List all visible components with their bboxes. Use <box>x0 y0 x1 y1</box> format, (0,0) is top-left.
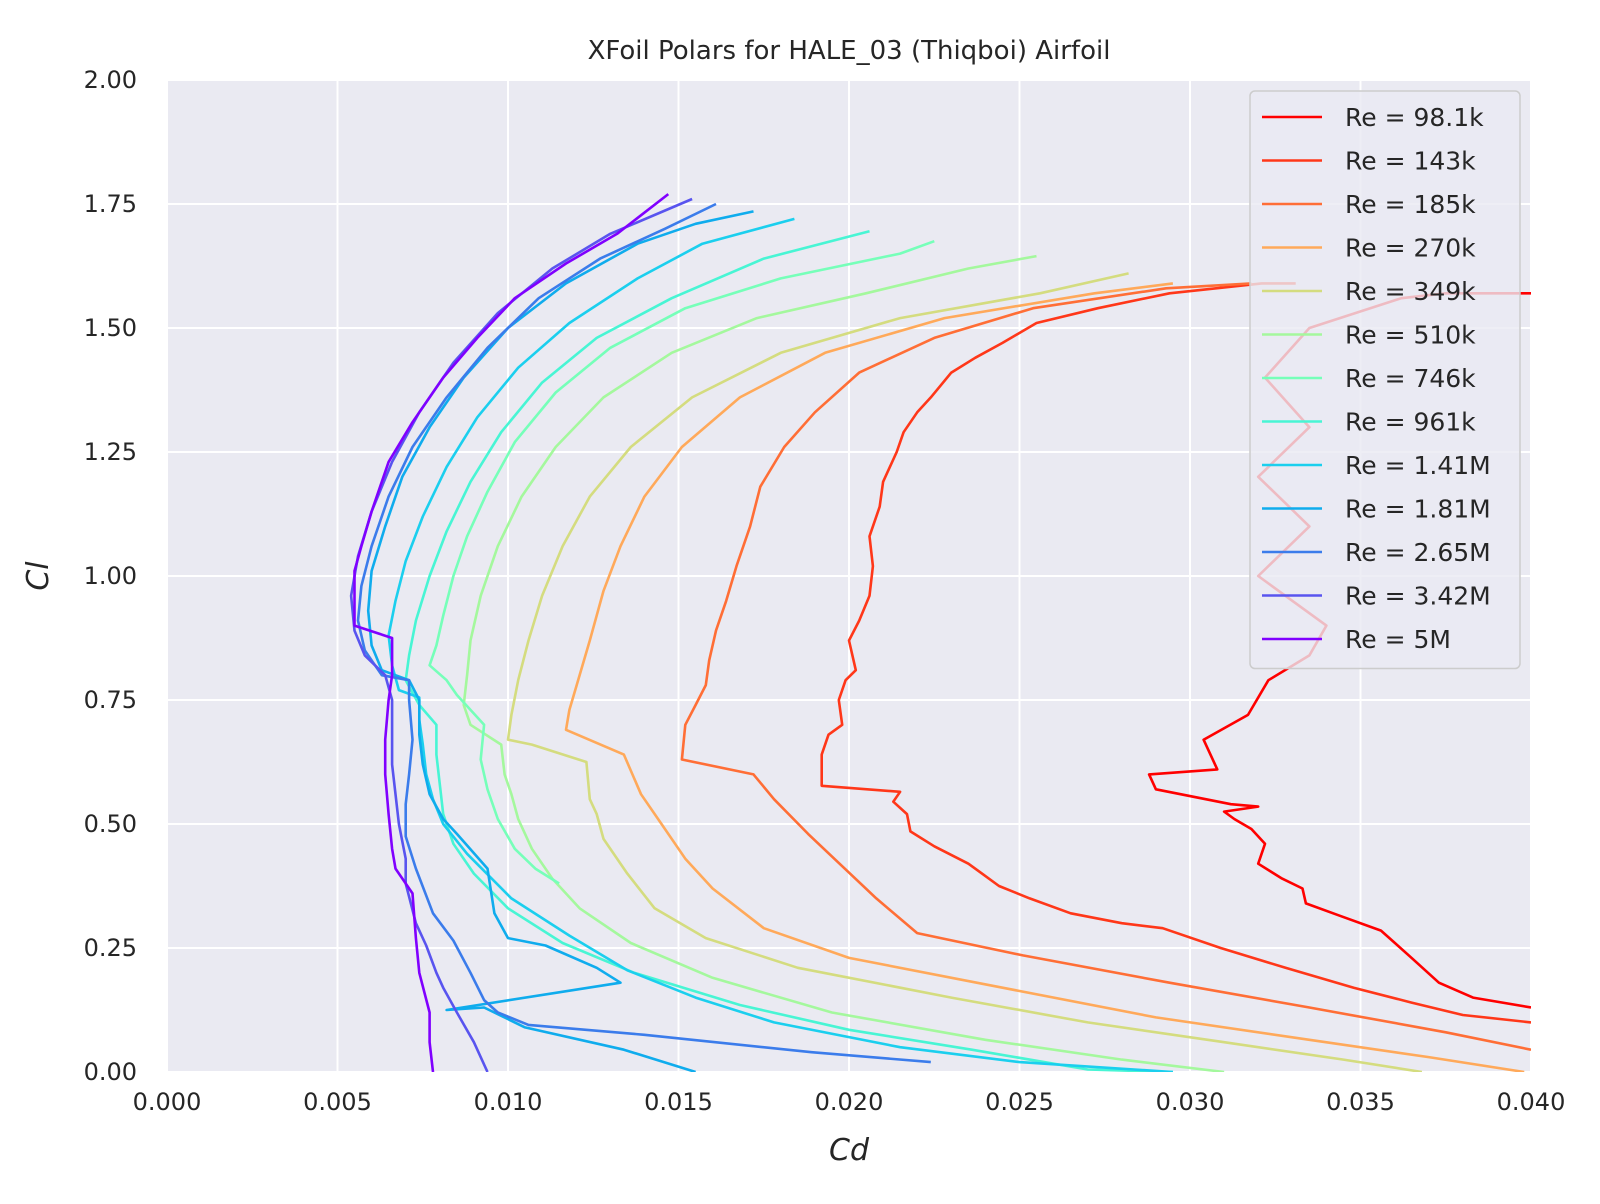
legend-label: Re = 185k <box>1345 190 1476 219</box>
x-tick-label: 0.030 <box>1156 1088 1225 1116</box>
y-tick-label: 1.75 <box>84 190 137 218</box>
y-tick-label: 1.00 <box>84 562 137 590</box>
x-tick-label: 0.020 <box>815 1088 884 1116</box>
x-tick-label: 0.015 <box>644 1088 713 1116</box>
y-tick-label: 2.00 <box>84 66 137 94</box>
y-axis-label: Cl <box>21 561 56 591</box>
x-tick-label: 0.000 <box>133 1088 202 1116</box>
series-line-5 <box>462 254 1225 1072</box>
x-tick-label: 0.040 <box>1497 1088 1566 1116</box>
x-tick-label: 0.025 <box>985 1088 1054 1116</box>
series-line-2 <box>680 282 1531 1051</box>
legend-label: Re = 98.1k <box>1345 103 1484 132</box>
legend-label: Re = 3.42M <box>1345 582 1491 611</box>
y-tick-label: 0.00 <box>84 1058 137 1086</box>
legend-label: Re = 2.65M <box>1345 538 1491 567</box>
legend-label: Re = 143k <box>1345 147 1476 176</box>
x-tick-label: 0.035 <box>1326 1088 1395 1116</box>
chart-title: XFoil Polars for HALE_03 (Thiqboi) Airfo… <box>588 36 1111 66</box>
legend-label: Re = 1.41M <box>1345 451 1491 480</box>
y-tick-label: 1.25 <box>84 438 137 466</box>
series-layer <box>349 193 1531 1072</box>
legend-label: Re = 1.81M <box>1345 495 1491 524</box>
legend-label: Re = 746k <box>1345 364 1476 393</box>
series-line-6 <box>428 239 935 885</box>
legend-label: Re = 349k <box>1345 277 1476 306</box>
x-axis-label: Cd <box>829 1133 870 1168</box>
series-line-4 <box>506 272 1423 1072</box>
legend-box <box>1249 90 1521 670</box>
x-tick-label: 0.005 <box>303 1088 372 1116</box>
x-tick-label: 0.010 <box>474 1088 543 1116</box>
y-tick-label: 1.50 <box>84 314 137 342</box>
series-line-12 <box>353 193 670 1072</box>
legend-label: Re = 510k <box>1345 321 1476 350</box>
series-line-3 <box>564 282 1525 1072</box>
legend-label: Re = 5M <box>1345 625 1451 654</box>
series-line-1 <box>820 282 1531 1024</box>
y-tick-label: 0.50 <box>84 810 137 838</box>
legend-label: Re = 270k <box>1345 234 1476 263</box>
y-tick-label: 0.75 <box>84 686 137 714</box>
legend: Re = 98.1k Re = 143k Re = 185k Re = 270k Re … <box>1249 90 1521 670</box>
tick-labels: 0.000 0.005 0.010 0.015 0.020 0.025 0.030 0.035… <box>84 66 1566 1116</box>
legend-label: Re = 961k <box>1345 408 1476 437</box>
series-line-7 <box>404 230 1173 1072</box>
series-line-10 <box>356 202 931 1064</box>
y-tick-label: 0.25 <box>84 934 137 962</box>
